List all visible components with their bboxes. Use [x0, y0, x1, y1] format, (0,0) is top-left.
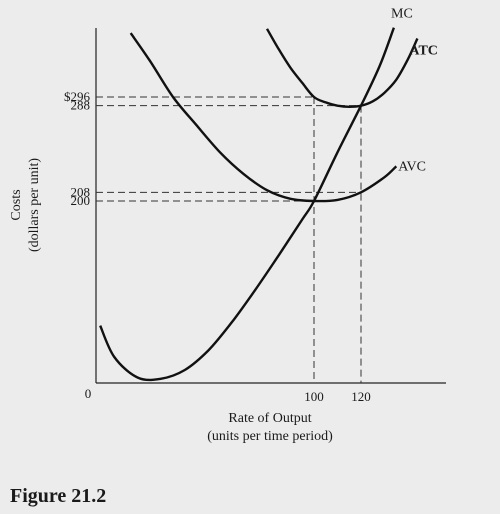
- x-tick-labels: 100 120: [304, 389, 371, 404]
- figure-label: Figure 21.2: [10, 485, 106, 507]
- y-axis-sublabel: (dollars per unit): [27, 158, 42, 252]
- origin-label: 0: [85, 386, 92, 401]
- atc-curve-label: ATC: [409, 44, 438, 59]
- x-axis-sublabel: (units per time period): [207, 429, 333, 444]
- x-tick-label-120: 120: [351, 389, 371, 404]
- curves: [99, 27, 419, 382]
- x-tick-label-100: 100: [304, 389, 324, 404]
- y-tick-label-288: 288: [71, 98, 91, 113]
- y-tick-label-296: $296: [64, 89, 91, 104]
- avc-curve-label: AVC: [398, 159, 426, 174]
- avc-curve: [129, 32, 398, 203]
- curve-labels: MC ATC AVC: [391, 7, 438, 175]
- y-axis-label: Costs: [9, 189, 24, 220]
- y-tick-label-208: 208: [71, 184, 91, 199]
- x-axis-label: Rate of Output: [228, 411, 311, 426]
- atc-curve: [265, 28, 419, 109]
- mc-curve: [99, 27, 396, 382]
- mc-curve-label: MC: [391, 7, 413, 22]
- guide-lines: [96, 96, 362, 383]
- y-tick-label-200: 200: [71, 193, 91, 208]
